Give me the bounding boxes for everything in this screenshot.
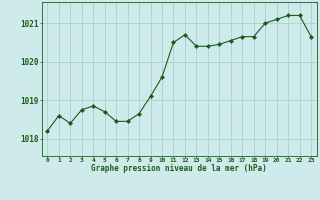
X-axis label: Graphe pression niveau de la mer (hPa): Graphe pression niveau de la mer (hPa): [91, 164, 267, 173]
